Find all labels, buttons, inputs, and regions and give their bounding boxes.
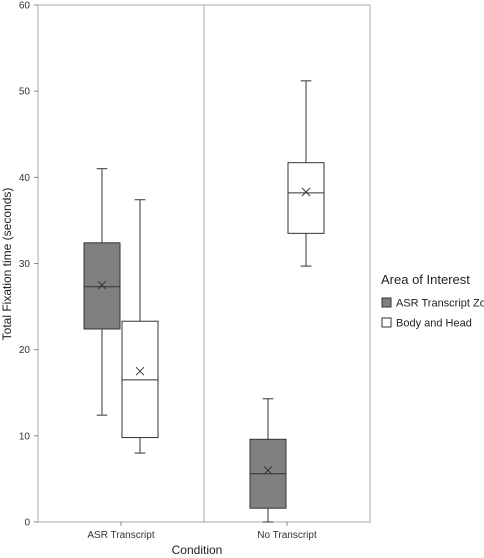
box-series [83,80,325,523]
y-tick-label: 0 [24,518,30,529]
legend-title: Area of Interest [381,272,470,287]
legend-entry-label: Body and Head [396,318,472,330]
y-tick-label: 20 [19,345,31,356]
y-tick-label: 40 [19,173,31,184]
mean-marker [97,280,107,290]
x-axis: ASR Transcript No Transcript [87,522,317,541]
y-tick-label: 60 [19,1,31,12]
legend-swatch [381,317,392,328]
mean-marker [301,187,311,197]
y-tick-label: 10 [19,431,31,442]
y-axis: 0 10 20 30 40 50 60 [19,1,38,529]
x-tick-label: No Transcript [257,530,317,541]
mean-marker [135,366,145,376]
x-axis-title: Condition [172,543,223,557]
y-tick-label: 30 [19,259,31,270]
y-tick-label: 50 [19,87,31,98]
y-axis-title: Total Fixation time (seconds) [0,188,14,341]
box-1-0 [121,199,159,454]
mean-marker [263,465,273,475]
legend: Area of Interest ASR Transcript Zone Body… [381,272,484,330]
legend-entry-label: ASR Transcript Zone [396,298,484,310]
box-0-1 [249,398,287,523]
x-tick-label: ASR Transcript [87,530,154,541]
box-0-0 [83,168,121,416]
iqr-box [287,162,325,234]
iqr-box [83,242,121,330]
box-1-1 [287,80,325,267]
legend-swatch [381,297,392,308]
